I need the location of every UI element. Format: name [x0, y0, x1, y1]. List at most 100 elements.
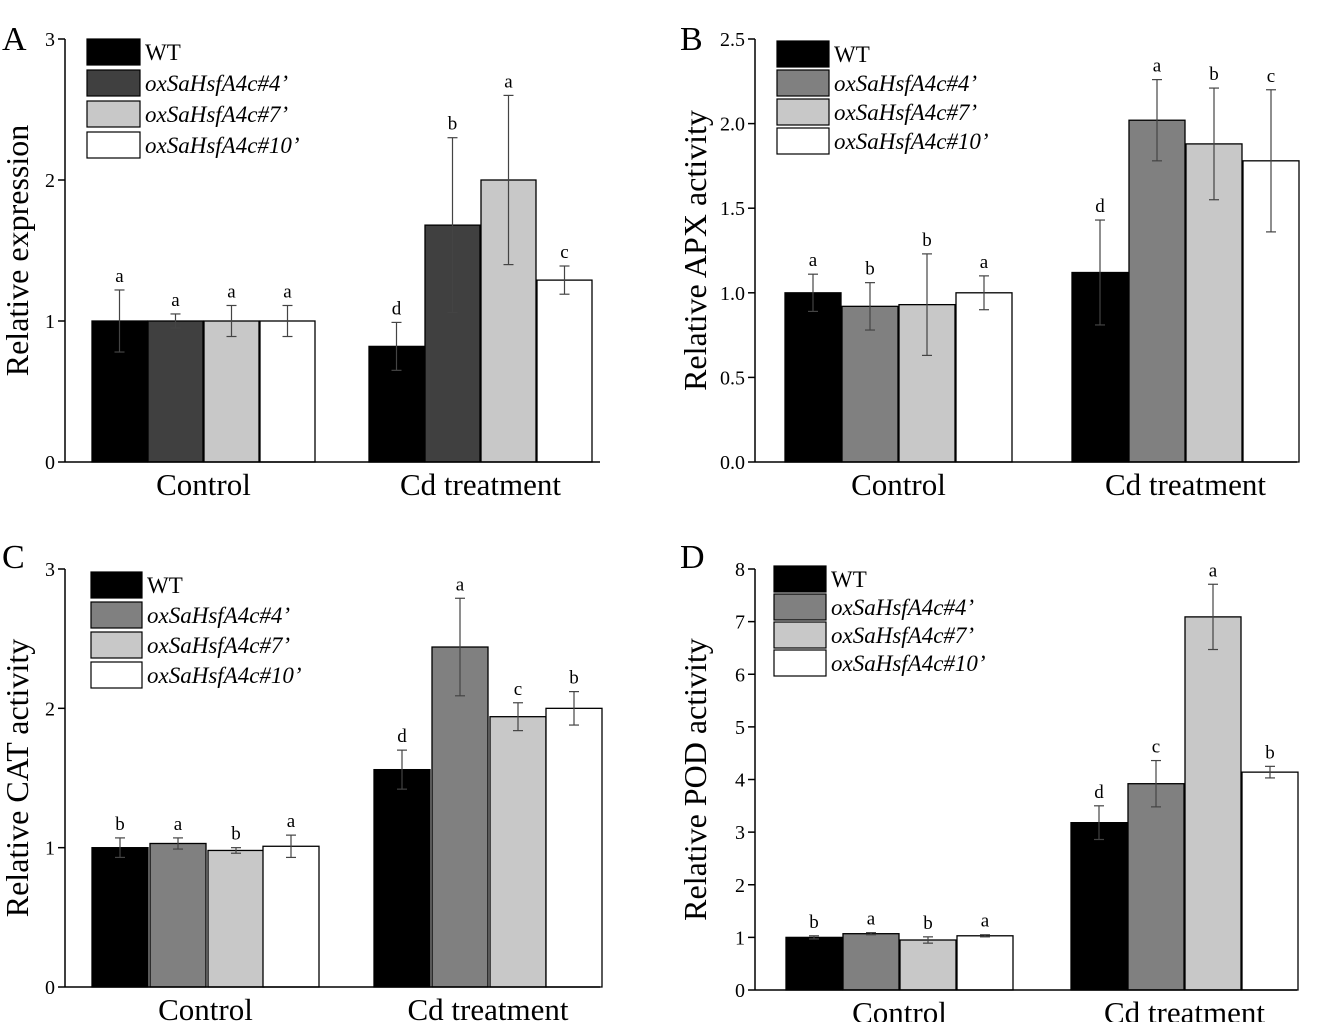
error-bar [1266, 89, 1276, 233]
y-tick-label: 2 [735, 875, 745, 897]
legend-entry: oxSaHsfA4c#7’ [145, 102, 288, 127]
error-bar [1151, 759, 1161, 808]
y-tick-label: 2.0 [720, 114, 745, 136]
error-bar [923, 936, 933, 944]
error-bar [391, 321, 402, 371]
y-tick-label: 2 [45, 698, 55, 720]
legend-swatch [86, 131, 141, 159]
legend-entry: oxSaHsfA4c#4’ [147, 603, 290, 628]
x-category-label: Control [851, 467, 946, 502]
error-bar [170, 313, 181, 329]
significance-letter: b [569, 668, 579, 689]
bar-cd-treatment-series-3 [1184, 616, 1242, 991]
significance-letter: a [174, 814, 183, 835]
bar-control-series-4 [262, 845, 320, 988]
legend-swatch [776, 69, 830, 97]
significance-letter: c [1152, 737, 1160, 758]
bar-cd-treatment-series-4 [1241, 771, 1299, 991]
legend-swatch [776, 40, 830, 68]
legend-entry: oxSaHsfA4c#10’ [834, 129, 989, 154]
significance-letter: a [1153, 56, 1162, 77]
significance-letter: d [1094, 782, 1104, 803]
error-bar [809, 935, 819, 940]
legend-entry: oxSaHsfA4c#10’ [831, 651, 986, 676]
significance-letter: a [115, 266, 124, 287]
legend: WT oxSaHsfA4c#4’ oxSaHsfA4c#7’ oxSaHsfA4c#1… [86, 38, 300, 159]
legend: WT oxSaHsfA4c#4’ oxSaHsfA4c#7’ oxSaHsfA4c#1… [773, 565, 986, 677]
error-bar [1265, 765, 1275, 779]
bar-control-series-1 [784, 292, 842, 463]
y-axis-label: Relative CAT activity [0, 639, 35, 917]
panel-letter: A [2, 21, 27, 58]
legend-swatch [773, 565, 827, 593]
error-bar [282, 304, 293, 338]
chart-panel-a: A Relative expression a d a b a a a c 0 1 2 3 Control C… [0, 21, 600, 502]
significance-letter: a [287, 811, 296, 832]
legend: WT oxSaHsfA4c#4’ oxSaHsfA4c#7’ oxSaHsfA4c#1… [776, 40, 989, 155]
significance-letter: a [504, 71, 513, 92]
legend-entry: WT [145, 40, 181, 65]
legend-entry: oxSaHsfA4c#4’ [145, 71, 288, 96]
y-tick-label: 8 [735, 559, 745, 581]
significance-letter: d [397, 726, 407, 747]
panel-letter: D [680, 539, 705, 576]
legend: WT oxSaHsfA4c#4’ oxSaHsfA4c#7’ oxSaHsfA4c#1… [90, 571, 302, 689]
chart-panel-c: C Relative CAT activity b d a a b c a b 0 1 2 3 Contro… [0, 539, 603, 1022]
bar-cd-treatment-series-1 [1070, 822, 1128, 991]
error-bar [922, 253, 932, 357]
legend-entry: oxSaHsfA4c#7’ [147, 633, 290, 658]
x-category-label: Cd treatment [1104, 995, 1265, 1022]
y-tick-label: 0 [735, 980, 745, 1002]
error-bar [231, 847, 241, 854]
y-tick-label: 1 [45, 311, 55, 333]
y-tick-label: 3 [735, 822, 745, 844]
error-bar [503, 94, 514, 266]
significance-letter: a [283, 281, 292, 302]
legend-swatch [90, 601, 143, 629]
bar-cd-treatment-series-4 [536, 279, 593, 463]
significance-letter: b [231, 824, 241, 845]
x-category-label: Cd treatment [408, 992, 569, 1022]
error-bar [173, 837, 183, 850]
significance-letter: b [865, 259, 875, 280]
error-bar [1095, 219, 1105, 326]
x-category-label: Control [852, 995, 947, 1022]
legend-entry: oxSaHsfA4c#7’ [834, 100, 977, 125]
legend-swatch [773, 593, 827, 621]
bar-cd-treatment-series-2 [1127, 783, 1185, 991]
bar-control-series-3 [207, 849, 265, 988]
legend-entry: oxSaHsfA4c#4’ [834, 71, 977, 96]
legend-entry: oxSaHsfA4c#7’ [831, 623, 974, 648]
bar-control-series-2 [841, 305, 899, 463]
bar-cd-treatment-series-2 [1128, 119, 1186, 463]
bar-control-series-1 [785, 936, 843, 991]
y-tick-label: 1.5 [720, 198, 745, 220]
legend-entry: WT [147, 573, 183, 598]
legend-entry: WT [834, 42, 870, 67]
significance-letter: a [456, 574, 465, 595]
y-tick-label: 0.5 [720, 367, 745, 389]
significance-letter: b [115, 814, 125, 835]
y-tick-label: 7 [735, 612, 745, 634]
legend-swatch [86, 100, 141, 128]
error-bar [980, 934, 990, 938]
bar-control-series-4 [259, 320, 316, 463]
x-category-label: Control [158, 992, 253, 1022]
bar-control-series-4 [955, 292, 1013, 463]
y-tick-label: 3 [45, 559, 55, 581]
panel-letter: B [680, 21, 703, 58]
y-axis-label: Relative APX activity [677, 110, 713, 391]
error-bar [286, 834, 296, 859]
y-tick-label: 6 [735, 664, 745, 686]
significance-letter: c [560, 242, 568, 263]
error-bar [1094, 805, 1104, 841]
significance-letter: c [514, 679, 522, 700]
legend-swatch [773, 649, 827, 677]
y-tick-label: 4 [735, 770, 745, 792]
bar-cd-treatment-series-4 [545, 707, 603, 988]
error-bar [865, 282, 875, 331]
y-tick-label: 2 [45, 170, 55, 192]
y-axis-label: Relative POD activity [677, 638, 713, 921]
error-bar [115, 837, 125, 859]
